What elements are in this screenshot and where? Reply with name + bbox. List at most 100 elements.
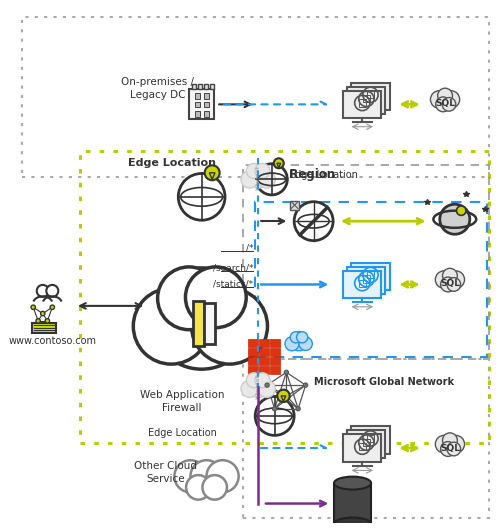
Bar [195, 102, 200, 107]
Bar [248, 339, 258, 347]
FancyBboxPatch shape [343, 435, 382, 462]
Text: Internet: Internet [256, 165, 260, 190]
Bar [192, 301, 203, 347]
Polygon shape [210, 173, 215, 179]
Circle shape [442, 91, 460, 108]
Circle shape [50, 305, 54, 310]
Circle shape [178, 173, 225, 220]
Circle shape [447, 278, 460, 292]
Circle shape [440, 441, 456, 456]
Circle shape [36, 319, 40, 323]
Circle shape [255, 163, 270, 179]
Bar [204, 111, 210, 117]
Text: Internet: Internet [256, 374, 260, 399]
Circle shape [202, 475, 227, 500]
Circle shape [277, 390, 289, 402]
FancyBboxPatch shape [32, 323, 56, 333]
Bar [195, 93, 200, 99]
Circle shape [134, 288, 209, 364]
Bar [367, 91, 374, 99]
Ellipse shape [334, 517, 371, 530]
Circle shape [442, 433, 458, 448]
Text: On-premises /
Legacy DC: On-premises / Legacy DC [122, 77, 194, 100]
Text: www.contoso.com: www.contoso.com [8, 336, 96, 346]
Circle shape [258, 381, 276, 398]
Text: Web Application
Firewall: Web Application Firewall [140, 390, 224, 413]
Circle shape [299, 337, 312, 350]
Bar [270, 366, 280, 374]
Circle shape [440, 204, 470, 234]
Circle shape [285, 337, 299, 351]
FancyBboxPatch shape [343, 91, 382, 118]
Circle shape [290, 332, 302, 343]
Circle shape [296, 332, 308, 343]
FancyBboxPatch shape [352, 263, 390, 290]
Circle shape [447, 271, 464, 288]
Bar [363, 276, 370, 282]
Circle shape [255, 396, 294, 435]
Circle shape [255, 373, 270, 388]
FancyBboxPatch shape [348, 430, 386, 457]
Text: Azure Region: Azure Region [248, 167, 336, 181]
Circle shape [158, 267, 220, 330]
Circle shape [436, 435, 453, 453]
Circle shape [436, 97, 450, 112]
Circle shape [246, 374, 270, 398]
Text: SQL: SQL [435, 99, 455, 108]
Circle shape [447, 435, 464, 453]
Bar [242, 165, 489, 359]
Circle shape [206, 460, 238, 492]
Circle shape [430, 91, 448, 108]
Circle shape [272, 407, 276, 411]
Circle shape [256, 164, 288, 195]
Circle shape [304, 383, 308, 387]
Circle shape [438, 88, 452, 103]
Circle shape [284, 394, 288, 398]
Circle shape [31, 305, 36, 310]
Bar [363, 439, 370, 446]
Bar [242, 359, 489, 518]
Bar [270, 357, 280, 365]
Polygon shape [277, 163, 280, 167]
Bar [367, 435, 374, 442]
Bar [204, 93, 210, 99]
Circle shape [246, 163, 262, 179]
Polygon shape [281, 396, 286, 401]
Circle shape [204, 165, 220, 180]
Bar [259, 357, 268, 365]
Circle shape [186, 267, 246, 328]
Text: Edge Location: Edge Location [128, 158, 216, 168]
Bar [363, 95, 370, 102]
Circle shape [246, 373, 262, 388]
FancyBboxPatch shape [343, 271, 382, 298]
Bar [248, 357, 258, 365]
Bar [204, 102, 210, 107]
Bar [359, 100, 366, 107]
Text: /*: /* [246, 244, 254, 253]
Circle shape [40, 311, 45, 316]
Circle shape [265, 383, 269, 387]
Text: Edge Location: Edge Location [290, 170, 358, 180]
Circle shape [186, 475, 210, 500]
FancyBboxPatch shape [204, 303, 215, 344]
Circle shape [241, 171, 258, 188]
Circle shape [442, 98, 456, 111]
FancyBboxPatch shape [348, 267, 386, 294]
Bar [248, 348, 258, 356]
Circle shape [190, 460, 222, 492]
Bar [204, 84, 208, 90]
Circle shape [45, 319, 50, 323]
Circle shape [241, 381, 258, 398]
Circle shape [46, 285, 58, 297]
Bar [259, 366, 268, 374]
FancyBboxPatch shape [352, 83, 390, 110]
Bar [334, 483, 371, 524]
Bar [80, 151, 489, 443]
Circle shape [274, 158, 284, 168]
FancyBboxPatch shape [352, 426, 390, 454]
Bar [195, 111, 200, 117]
Circle shape [246, 164, 270, 188]
Text: SQL: SQL [440, 279, 460, 288]
Bar [255, 202, 487, 358]
Bar [359, 279, 366, 287]
